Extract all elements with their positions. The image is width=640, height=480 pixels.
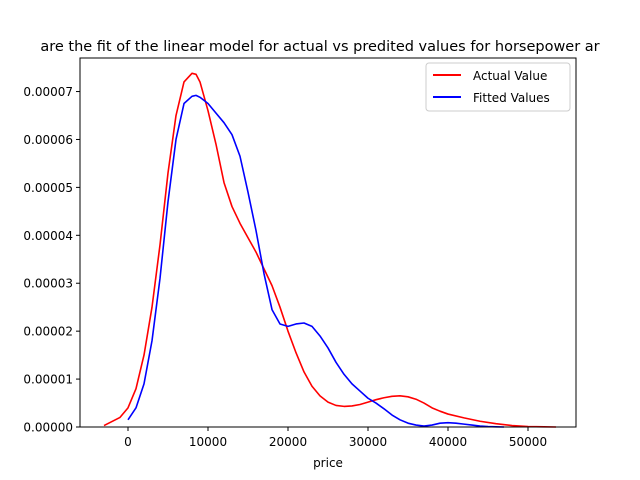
x-tick-label: 30000 xyxy=(349,435,387,449)
legend-box xyxy=(425,62,571,112)
chart-title: are the fit of the linear model for actu… xyxy=(40,39,599,55)
y-tick-label: 0.00000 xyxy=(23,421,73,435)
y-tick-label: 0.00005 xyxy=(23,181,73,195)
series-line-fitted-values xyxy=(127,94,505,428)
y-axis-ticks: 0.00000 0.00001 0.00002 0.00003 0.00004 0.000… xyxy=(23,85,80,435)
y-tick-label: 0.00007 xyxy=(23,85,73,99)
plot-area-frame xyxy=(79,57,577,428)
x-tick-label: 20000 xyxy=(269,435,307,449)
x-tick-label: 10000 xyxy=(189,435,227,449)
series-layer xyxy=(103,72,557,428)
legend-label-fitted: Fitted Values xyxy=(473,91,550,105)
x-axis-label: price xyxy=(313,456,343,470)
series-line-actual-value xyxy=(103,72,557,428)
x-tick-label: 0 xyxy=(124,435,132,449)
legend-label-actual: Actual Value xyxy=(473,69,547,83)
y-tick-label: 0.00002 xyxy=(23,325,73,339)
y-tick-label: 0.00003 xyxy=(23,277,73,291)
y-tick-label: 0.00006 xyxy=(23,133,73,147)
x-tick-label: 40000 xyxy=(429,435,467,449)
x-axis-ticks: 0 10000 20000 30000 40000 50000 xyxy=(124,427,547,449)
legend: Actual Value Fitted Values xyxy=(425,62,571,112)
x-tick-label: 50000 xyxy=(509,435,547,449)
y-tick-label: 0.00004 xyxy=(23,229,73,243)
y-tick-label: 0.00001 xyxy=(23,373,73,387)
